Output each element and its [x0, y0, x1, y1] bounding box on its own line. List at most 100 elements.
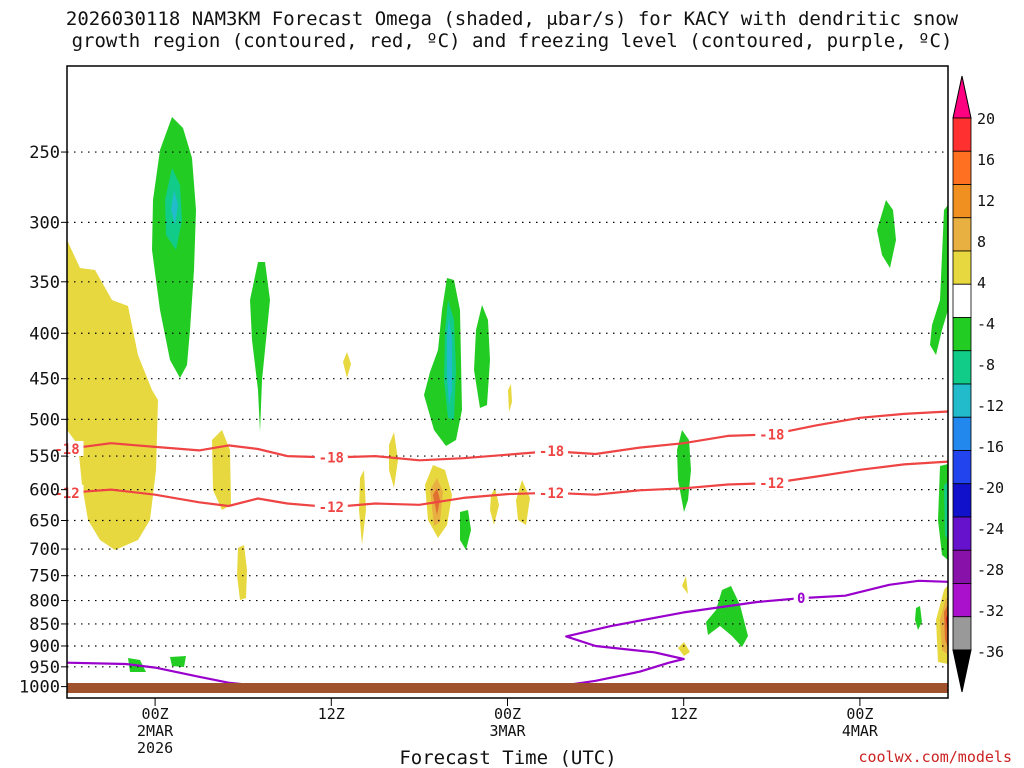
colorbar-label: -36	[977, 643, 1004, 661]
y-tick-label: 300	[29, 213, 60, 233]
colorbar-label: -32	[977, 602, 1004, 620]
colorbar-segment	[952, 383, 972, 418]
omega-rising-region	[170, 656, 186, 667]
colorbar-bottom-arrow	[952, 649, 972, 693]
omega-sinking-region	[67, 240, 158, 550]
omega-rising-region	[944, 482, 948, 540]
contour-label-bg	[755, 475, 789, 491]
y-tick-label: 950	[29, 658, 60, 678]
colorbar-label: 20	[977, 110, 995, 128]
contour-label-bg	[755, 426, 789, 442]
y-tick-label: 600	[29, 481, 60, 501]
contour-line--18	[67, 410, 948, 462]
y-tick-label: 650	[29, 511, 60, 531]
colorbar-segment	[952, 350, 972, 385]
colorbar-segment	[952, 516, 972, 551]
y-tick-label: 350	[29, 273, 60, 293]
omega-rising-region	[915, 606, 922, 630]
omega-rising-region	[706, 586, 748, 647]
colorbar-segment	[952, 317, 972, 352]
y-tick-label: 500	[29, 410, 60, 430]
omega-shading	[67, 117, 948, 672]
x-tick-label: 3MAR	[489, 722, 526, 740]
y-tick-label: 400	[29, 324, 60, 344]
contour-label-bg	[314, 499, 348, 515]
contour-line-0	[67, 579, 948, 692]
contour-label-bg	[535, 484, 569, 500]
ground-surface	[67, 683, 948, 693]
credit-link[interactable]: coolwx.com/models	[858, 748, 1012, 766]
omega-sinking-region	[389, 432, 398, 488]
x-tick-label: 12Z	[670, 705, 697, 723]
pressure-gridlines	[67, 151, 948, 688]
colorbar-segment	[952, 217, 972, 252]
colorbar-label: -28	[977, 561, 1004, 579]
pressure-axis: 250 300 350 400 450 500 550 600 650 700 750 800 850 9…	[19, 143, 67, 698]
colorbar-segment	[952, 416, 972, 451]
omega-sinking-region	[678, 642, 690, 656]
x-tick-label: 2026	[137, 739, 173, 757]
x-tick-label: 2MAR	[137, 722, 174, 740]
contour-label: -12	[539, 486, 564, 502]
colorbar-segment	[952, 250, 972, 285]
omega-sinking-region	[359, 470, 366, 545]
chart-title-line-1: 2026030118 NAM3KM Forecast Omega (shaded…	[65, 8, 959, 30]
omega-sinking-region	[944, 604, 948, 648]
contour-label: -18	[319, 450, 344, 466]
colorbar-segment	[952, 117, 972, 152]
omega-rising-region	[930, 205, 948, 355]
contour-label-bg	[314, 449, 348, 465]
colorbar-label: 12	[977, 192, 995, 210]
contour-label: -18	[539, 444, 564, 460]
colorbar-segment	[952, 150, 972, 185]
contour-label: 0	[797, 591, 805, 607]
omega-rising-region	[424, 278, 462, 446]
omega-rising-region	[460, 510, 471, 550]
omega-sinking-region	[682, 576, 688, 594]
y-tick-label: 700	[29, 540, 60, 560]
colorbar-segment	[952, 549, 972, 584]
omega-rising-region	[877, 200, 896, 268]
chart-title-line-2: growth region (contoured, red, ºC) and f…	[71, 30, 953, 52]
contour-label: -18	[759, 427, 784, 443]
colorbar-label: 16	[977, 151, 995, 169]
colorbar-segment	[952, 184, 972, 219]
y-tick-label: 750	[29, 567, 60, 587]
y-tick-label: 550	[29, 447, 60, 467]
x-tick-label: 12Z	[318, 705, 345, 723]
y-tick-label: 850	[29, 615, 60, 635]
colorbar-label: -12	[977, 397, 1004, 415]
omega-sinking-region	[237, 545, 247, 600]
omega-sinking-region	[508, 384, 512, 412]
omega-sinking-region	[212, 430, 231, 510]
omega-rising-region	[152, 117, 196, 378]
omega-rising-region	[474, 305, 490, 408]
colorbar-segment	[952, 283, 972, 318]
contour-label: -12	[759, 476, 784, 492]
omega-rising-region	[250, 262, 270, 432]
colorbar-label: -8	[977, 356, 995, 374]
contour-line--12	[67, 460, 948, 509]
omega-sinking-region	[490, 488, 499, 525]
contour-label-bg	[535, 443, 569, 459]
colorbar-label: -24	[977, 520, 1004, 538]
colorbar-label: 4	[977, 274, 986, 292]
x-tick-label: 00Z	[142, 705, 169, 723]
omega-rising-region	[677, 430, 691, 512]
y-tick-label: 1000	[19, 678, 60, 698]
colorbar-label: -4	[977, 315, 995, 333]
omega-sinking-region	[516, 480, 530, 525]
x-tick-label: 00Z	[494, 705, 521, 723]
contour-label: -12	[319, 500, 344, 516]
omega-colorbar: 20 16 12 8 4 -4 -8 -12 -16 -20 -24 -28 -32 -36	[952, 75, 1004, 693]
x-tick-label: 00Z	[846, 705, 873, 723]
y-tick-label: 450	[29, 370, 60, 390]
temperature-contours	[67, 410, 948, 692]
colorbar-segment	[952, 583, 972, 618]
y-tick-label: 250	[29, 143, 60, 163]
colorbar-segment	[952, 483, 972, 518]
y-tick-label: 800	[29, 592, 60, 612]
colorbar-segment	[952, 616, 972, 651]
